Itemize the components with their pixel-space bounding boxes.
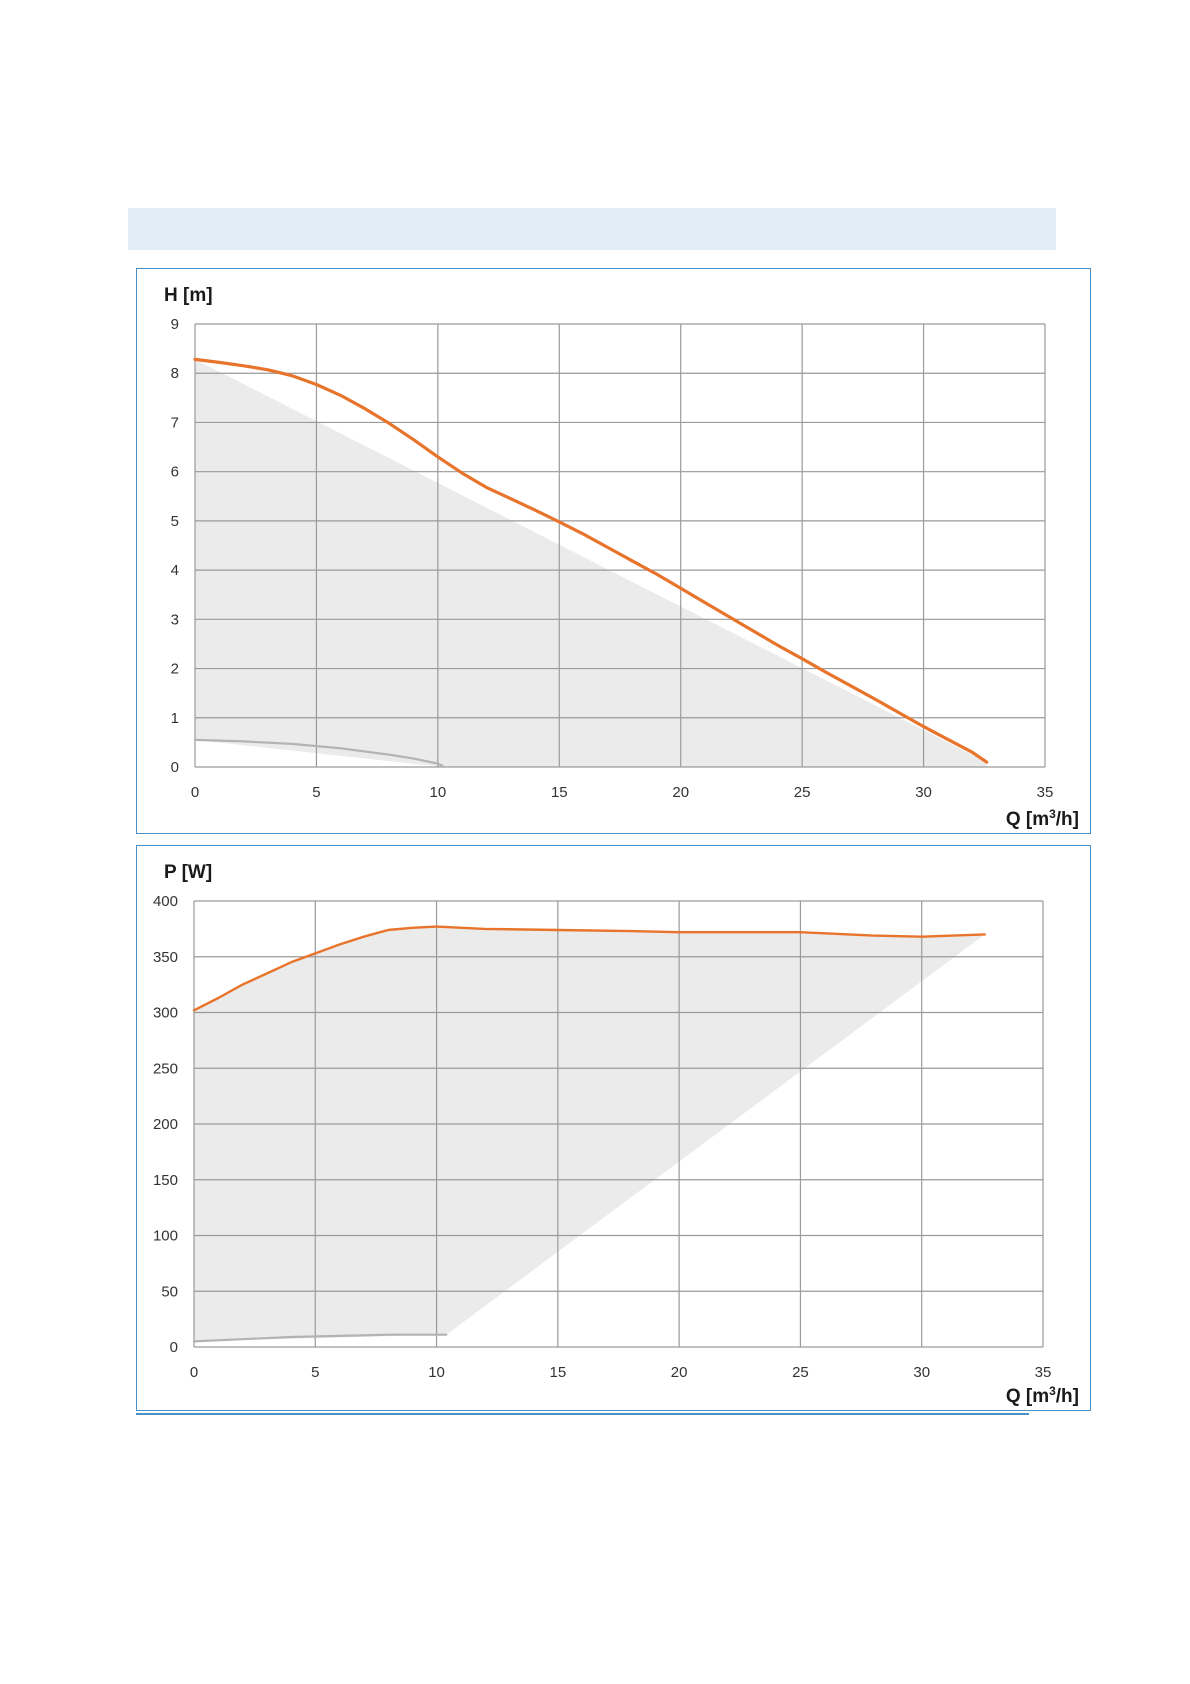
head-ytick-label: 5 [171, 513, 179, 530]
head-ytick-label: 8 [171, 365, 179, 382]
head-xtick-label: 0 [191, 784, 199, 801]
power-ytick-label: 300 [153, 1005, 178, 1022]
head-xtick-label: 15 [551, 784, 568, 801]
power-xtick-label: 5 [311, 1364, 319, 1381]
head-ytick-label: 4 [171, 562, 179, 579]
power-ytick-label: 250 [153, 1060, 178, 1077]
power-y-axis-label: P [W] [164, 862, 212, 883]
head-xtick-label: 30 [915, 784, 932, 801]
head-xtick-label: 10 [430, 784, 447, 801]
head-y-axis-label: H [m] [164, 285, 213, 306]
header-bar [128, 208, 1056, 250]
head-ytick-label: 7 [171, 414, 179, 431]
head-ytick-label: 3 [171, 611, 179, 628]
head-xtick-label: 25 [794, 784, 811, 801]
power-xtick-label: 25 [792, 1364, 809, 1381]
power-operating-area [194, 926, 985, 1342]
head-ytick-label: 9 [171, 316, 179, 333]
head-min-curve [193, 738, 444, 768]
head-ytick-label: 2 [171, 661, 179, 678]
head-xtick-label: 5 [312, 784, 320, 801]
power-xtick-label: 10 [428, 1364, 445, 1381]
head-max-curve [193, 357, 989, 764]
power-ytick-label: 200 [153, 1116, 178, 1133]
power-xtick-label: 30 [913, 1364, 930, 1381]
power-ytick-label: 350 [153, 949, 178, 966]
head-ytick-label: 1 [171, 710, 179, 727]
head-chart: 0 5 10 15 20 25 30 35 0 1 2 3 4 5 6 7 8 9 H [m] Q [m3/h] [164, 285, 1079, 830]
power-ytick-label: 150 [153, 1172, 178, 1189]
head-x-axis-label: Q [m3/h] [1006, 807, 1079, 830]
power-chart-panel: 0 5 10 15 20 25 30 35 0 50 100 150 200 250 300 350 400 P … [136, 845, 1091, 1411]
power-ytick-label: 100 [153, 1228, 178, 1245]
power-max-curve [192, 925, 986, 1012]
power-xtick-label: 20 [671, 1364, 688, 1381]
power-ytick-label: 400 [153, 893, 178, 910]
power-xtick-label: 15 [550, 1364, 567, 1381]
head-ytick-label: 0 [171, 759, 179, 776]
power-ytick-label: 50 [161, 1283, 178, 1300]
power-chart: 0 5 10 15 20 25 30 35050100150200250300350400P … [153, 862, 1079, 1407]
power-min-curve [192, 1333, 448, 1343]
head-xtick-label: 35 [1037, 784, 1054, 801]
power-xtick-label: 35 [1035, 1364, 1052, 1381]
head-xtick-label: 20 [672, 784, 689, 801]
head-ytick-label: 6 [171, 464, 179, 481]
power-xtick-label: 0 [190, 1364, 198, 1381]
head-operating-area [195, 359, 987, 767]
bottom-rule [136, 1413, 1029, 1415]
power-x-axis-label: Q [m3/h] [1006, 1384, 1079, 1407]
power-ytick-label: 0 [170, 1339, 178, 1356]
head-chart-panel: 0 5 10 15 20 25 30 35 0 1 2 3 4 5 6 7 8 9 H [m] Q [m3/h] [136, 268, 1091, 834]
